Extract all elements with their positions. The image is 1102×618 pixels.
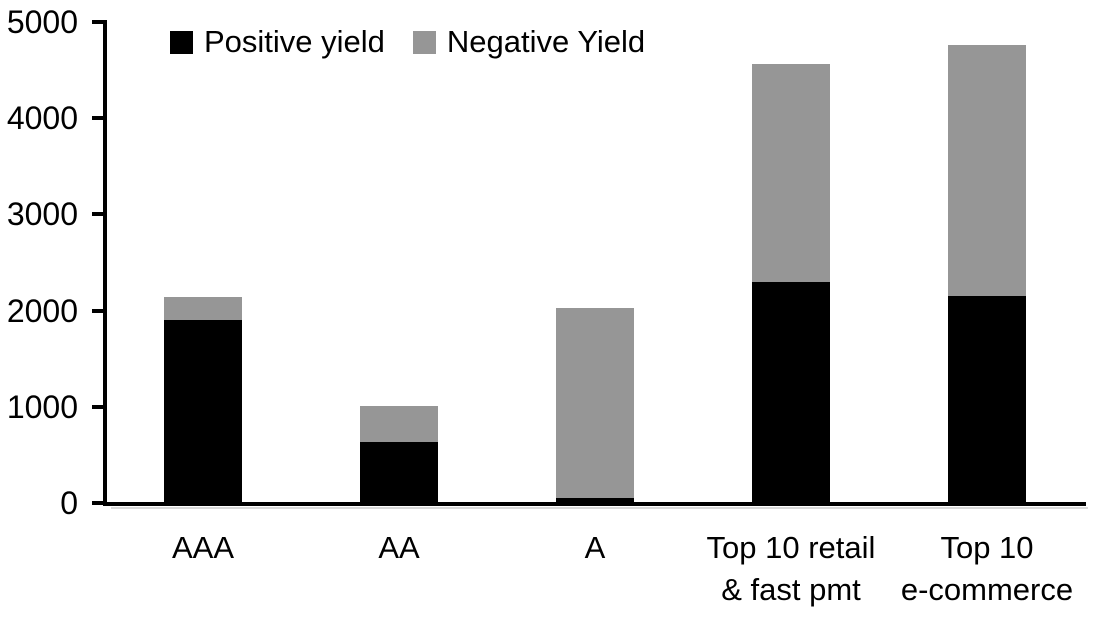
y-axis-tick — [92, 404, 105, 409]
bar-segment-positive-yield — [556, 498, 634, 503]
bar-segment-negative-yield — [556, 307, 634, 499]
legend-label-negative-yield: Negative Yield — [446, 24, 646, 59]
legend-swatch-positive-yield-icon — [170, 30, 193, 54]
legend-swatch-negative-yield-icon — [412, 30, 436, 54]
x-axis-category-label: AAA — [171, 530, 235, 565]
y-axis-tick — [92, 501, 105, 505]
y-axis-tick — [92, 116, 105, 121]
bar-segment-positive-yield — [752, 281, 830, 503]
y-axis-tick-label: 0 — [60, 485, 78, 521]
bar-segment-negative-yield — [752, 64, 830, 282]
bar-segment-positive-yield — [948, 296, 1026, 503]
legend-label-positive-yield: Positive yield — [204, 24, 385, 59]
y-axis-tick-label: 1000 — [6, 388, 78, 425]
y-axis-tick-label: 5000 — [6, 4, 78, 40]
bar-segment-negative-yield — [164, 297, 242, 321]
bar-segment-negative-yield — [948, 45, 1026, 297]
x-axis-category-label: Top 10 retail & fast pmt — [706, 530, 876, 607]
y-axis-tick-label: 3000 — [6, 196, 78, 233]
y-axis-tick — [92, 20, 105, 24]
y-axis-tick — [92, 212, 105, 217]
x-axis-line — [103, 502, 1086, 506]
x-axis-shadow — [111, 507, 1088, 509]
x-axis-category-label: A — [584, 530, 606, 565]
y-axis-tick-label: 4000 — [6, 100, 78, 137]
y-axis-tick-label: 2000 — [6, 292, 78, 329]
bar-segment-positive-yield — [164, 320, 242, 503]
bar-segment-positive-yield — [360, 442, 438, 503]
bar-segment-negative-yield — [360, 405, 438, 443]
chart-legend: Positive yield Negative Yield — [170, 24, 646, 60]
x-axis-category-label: Top 10 e-commerce — [900, 530, 1074, 607]
y-axis-line — [103, 20, 107, 506]
legend-item-positive-yield: Positive yield — [170, 24, 385, 60]
legend-item-negative-yield: Negative Yield — [412, 24, 646, 60]
x-axis-category-label: AA — [378, 530, 420, 565]
y-axis-tick — [92, 308, 105, 313]
